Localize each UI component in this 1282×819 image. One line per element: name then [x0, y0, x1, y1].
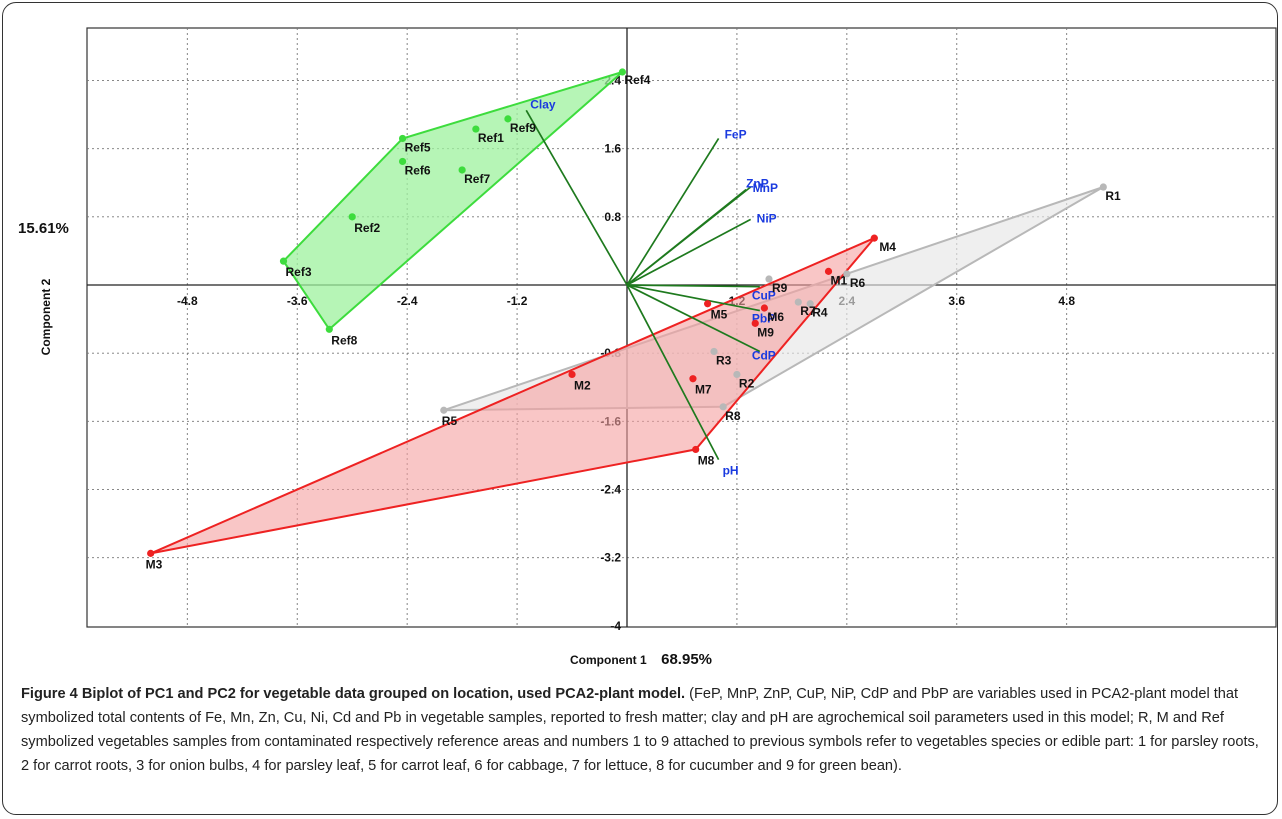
y-tick-label: -4: [610, 619, 621, 633]
y-axis-title: Component 2: [39, 278, 53, 356]
point-label-ref5: Ref5: [405, 140, 431, 154]
point-label-m1: M1: [831, 273, 848, 287]
point-ref8: [325, 325, 333, 333]
point-r2: [733, 370, 741, 379]
point-ref3: [279, 257, 288, 265]
vector-label-cdp: CdP: [752, 348, 776, 362]
point-label-m6: M6: [767, 310, 784, 324]
vector-cup: [626, 284, 760, 288]
point-label-r4: R4: [812, 306, 828, 320]
vector-label-clay: Clay: [530, 97, 556, 111]
point-label-ref9: Ref9: [510, 121, 536, 135]
point-r5: [440, 406, 448, 414]
vector-clay: [525, 109, 628, 286]
point-ref4: [618, 68, 627, 76]
point-r3: [710, 347, 718, 356]
vector-label-nip: NiP: [757, 211, 777, 225]
point-m3: [147, 549, 155, 557]
x-tick-label: -1.2: [507, 294, 528, 308]
point-m6: [760, 304, 769, 312]
vector-label-mnp: MnP: [753, 181, 778, 195]
x-tick-label: -2.4: [397, 294, 418, 308]
group-hulls: [150, 71, 1104, 555]
x-tick-label: 4.8: [1058, 294, 1075, 308]
point-m2: [568, 370, 576, 379]
point-label-ref7: Ref7: [464, 172, 490, 186]
vector-label-fep: FeP: [725, 127, 747, 141]
point-label-ref1: Ref1: [478, 131, 504, 145]
point-label-ref2: Ref2: [354, 221, 380, 235]
point-ref7: [458, 166, 466, 174]
point-ref1: [472, 125, 480, 133]
vector-pbp: [626, 284, 760, 312]
vector-znp: [626, 188, 747, 286]
point-m9: [751, 319, 759, 327]
point-label-r3: R3: [716, 353, 732, 367]
point-ref2: [348, 213, 356, 221]
point-label-ref8: Ref8: [331, 333, 357, 347]
point-m7: [689, 375, 697, 383]
vector-cdp: [626, 284, 761, 353]
point-label-ref6: Ref6: [405, 163, 431, 177]
vector-fep: [626, 138, 720, 286]
point-m8: [692, 445, 700, 454]
point-ref5: [398, 134, 407, 143]
figure-caption: Figure 4 Biplot of PC1 and PC2 for veget…: [21, 682, 1266, 778]
caption-body: (FeP, MnP, ZnP, CuP, NiP, CdP and PbP ar…: [21, 686, 1259, 774]
point-label-r9: R9: [772, 281, 788, 295]
point-m1: [824, 267, 833, 275]
point-r4: [806, 300, 814, 308]
sample-points: Ref1 Ref2 Ref3 Ref4 Ref5 Ref6 Ref7 Ref8 Ref9 M1 M2…: [146, 68, 1121, 571]
point-r6: [843, 270, 851, 278]
point-label-ref3: Ref3: [286, 265, 312, 279]
point-r9: [765, 275, 773, 283]
y-tick-label: -3.2: [600, 551, 621, 565]
vector-label-ph: pH: [723, 464, 739, 478]
y-variance-percent: 15.61%: [18, 220, 69, 237]
biplot-chart: -4.8-3.6-2.4-1.21.22.43.64.82.41.60.8-0.…: [86, 27, 1277, 633]
y-tick-label: -2.4: [600, 482, 621, 496]
point-label-m5: M5: [711, 308, 728, 322]
vector-label-cup: CuP: [752, 289, 776, 303]
x-tick-label: 3.6: [948, 294, 965, 308]
x-variance-percent: 68.95%: [661, 651, 712, 668]
point-label-m3: M3: [146, 557, 163, 571]
point-r1: [1099, 183, 1107, 191]
vector-ph: [626, 284, 720, 461]
point-label-m9: M9: [757, 325, 774, 339]
point-m4: [870, 234, 878, 242]
y-tick-label: 0.8: [604, 210, 621, 224]
point-ref6: [398, 157, 407, 166]
caption-title: Figure 4 Biplot of PC1 and PC2 for veget…: [21, 686, 686, 702]
point-label-m4: M4: [879, 240, 896, 254]
point-label-ref4: Ref4: [624, 73, 650, 87]
y-tick-label: 1.6: [604, 142, 621, 156]
point-label-r1: R1: [1105, 189, 1121, 203]
vector-label-znp: ZnP: [746, 177, 769, 191]
x-axis-title: Component 1: [570, 653, 647, 667]
point-label-r5: R5: [442, 414, 458, 428]
point-ref9: [504, 115, 512, 123]
point-r8: [719, 403, 727, 411]
x-axis-title-row: Component 1 68.95%: [0, 651, 1282, 669]
point-label-m7: M7: [695, 383, 712, 397]
point-m5: [704, 300, 712, 308]
point-r7: [794, 298, 802, 306]
hull-m: [150, 237, 876, 555]
point-label-r8: R8: [725, 409, 741, 423]
point-label-m8: M8: [698, 453, 715, 467]
vector-nip: [626, 218, 752, 286]
point-label-r7: R7: [800, 304, 816, 318]
x-tick-label: -3.6: [287, 294, 308, 308]
point-label-r6: R6: [850, 276, 866, 290]
point-label-r2: R2: [739, 376, 755, 390]
x-tick-label: -4.8: [177, 294, 198, 308]
grid: [87, 28, 1276, 627]
point-label-m2: M2: [574, 378, 591, 392]
